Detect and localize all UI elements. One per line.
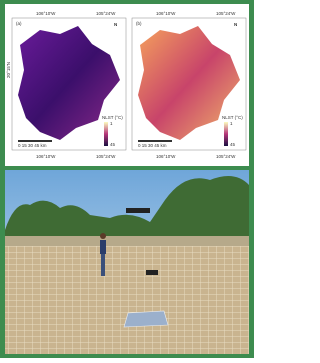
case <box>146 270 158 275</box>
north-arrow: N <box>114 22 117 27</box>
legend-title: NLST (°C) <box>222 115 243 120</box>
ground <box>5 246 249 354</box>
lon-label: 105°24'W <box>216 154 236 159</box>
colorbar <box>224 122 228 146</box>
lon-label: 105°24'W <box>96 154 116 159</box>
lon-label: 105°24'W <box>216 11 236 16</box>
legend-bottom: 45 <box>230 142 236 147</box>
scale-bar <box>18 140 52 142</box>
lon-label: 106°10'W <box>36 154 56 159</box>
colorbar <box>104 122 108 146</box>
legend-bottom: 45 <box>110 142 116 147</box>
lat-label: 20°15'N <box>6 62 11 78</box>
photo <box>5 170 249 354</box>
figure: (a) 106°10'W 105°24'W 106°10'W 105°24'W … <box>0 0 254 358</box>
lon-label: 106°10'W <box>36 11 56 16</box>
scale-bar <box>138 140 172 142</box>
panel-label: (a) <box>16 21 22 26</box>
person-head <box>100 233 106 239</box>
lon-label: 106°10'W <box>156 154 176 159</box>
scale-label: 0 15 30 45 km <box>18 143 47 148</box>
person <box>100 240 106 254</box>
drone <box>126 208 150 213</box>
legend-title: NLST (°C) <box>102 115 123 120</box>
panel-label: (b) <box>136 21 142 26</box>
person-legs <box>101 254 105 276</box>
lon-label: 106°10'W <box>156 11 176 16</box>
north-arrow: N <box>234 22 237 27</box>
panel <box>124 311 168 327</box>
scale-label: 0 15 30 45 km <box>138 143 167 148</box>
lon-label: 105°24'W <box>96 11 116 16</box>
